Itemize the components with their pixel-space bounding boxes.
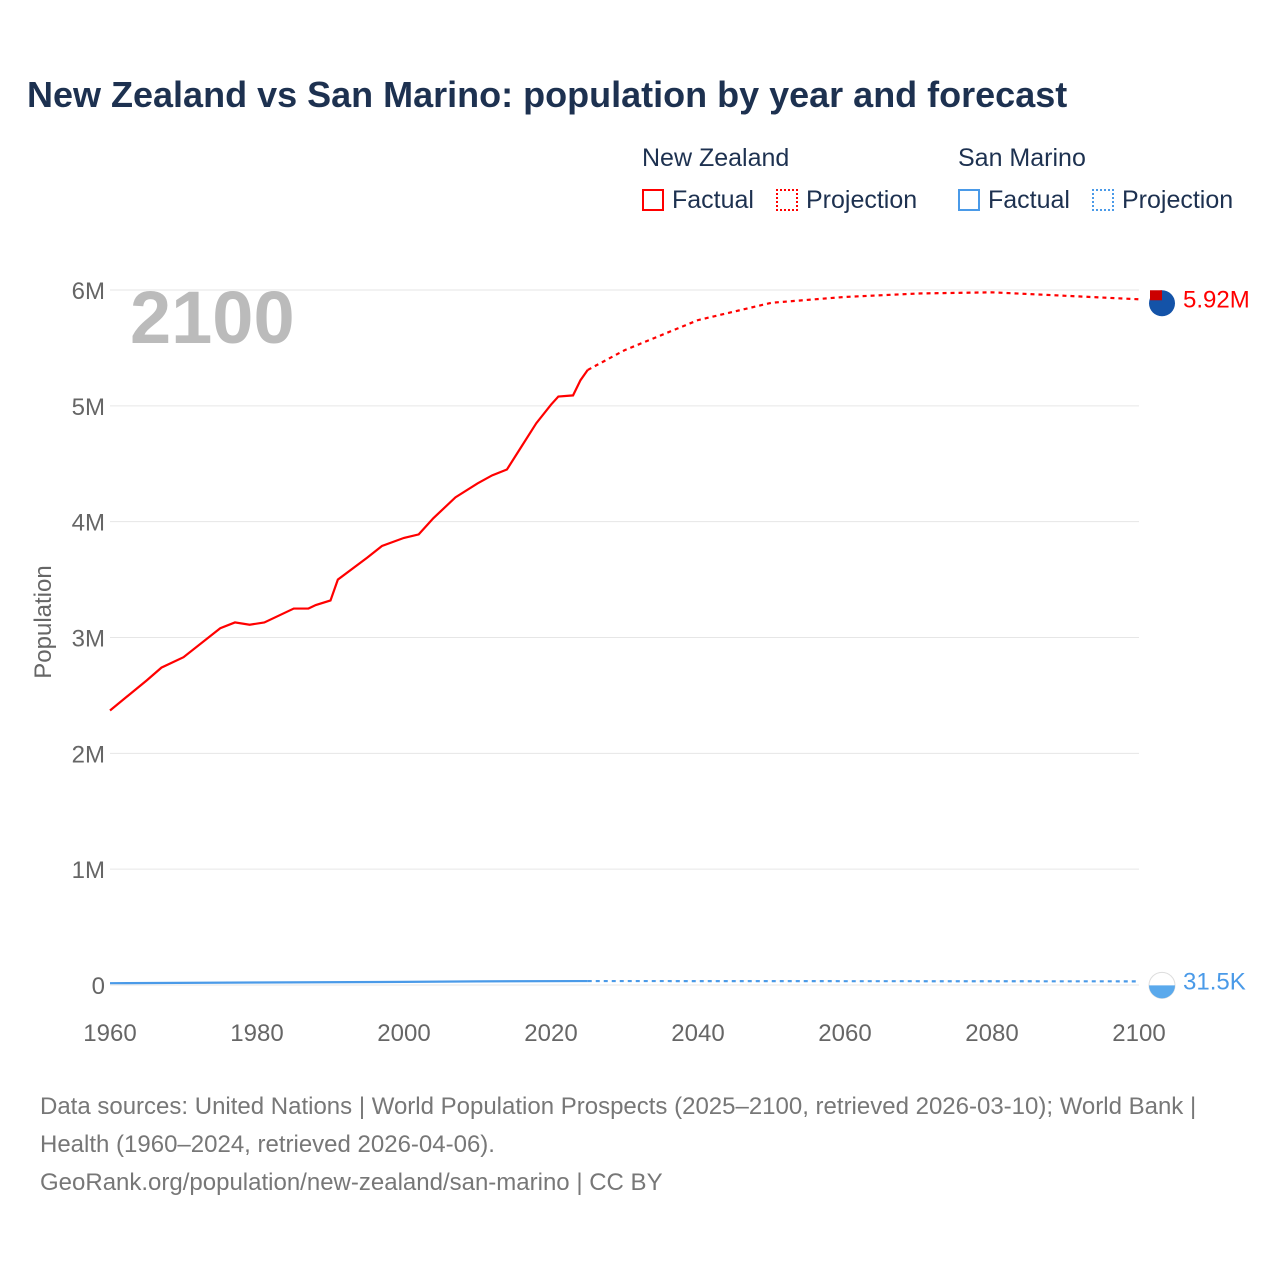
footer: Data sources: United Nations | World Pop… [40,1088,1240,1202]
legend-swatch [1092,189,1114,211]
legend-label: Factual [672,186,754,214]
y-tick-label: 1M [72,857,105,884]
legend-group-sm: San Marino [958,144,1086,172]
current-year-label: 2100 [130,276,295,359]
legend-nz-factual[interactable]: Factual [642,186,754,215]
legend-swatch [958,189,980,211]
source-link[interactable]: GeoRank.org/population/new-zealand/san-m… [40,1169,663,1196]
series-line-projection [587,291,1140,371]
x-tick-label: 2060 [818,1020,871,1047]
x-tick-label: 2020 [524,1020,577,1047]
data-sources: Data sources: United Nations | World Pop… [40,1093,1197,1158]
y-tick-label: 5M [72,394,105,421]
y-axis-label: Population [30,565,57,678]
legend-swatch [776,189,798,211]
flag-detail [1150,290,1162,301]
end-value-label: 5.92M [1183,286,1250,313]
legend-nz-projection[interactable]: Projection [776,186,917,215]
legend-label: Projection [806,186,918,214]
legend-label: Projection [1122,186,1234,214]
x-tick-label: 2100 [1112,1020,1165,1047]
y-tick-label: 0 [92,973,105,1000]
x-tick-label: 2000 [377,1020,430,1047]
legend-sm-projection[interactable]: Projection [1092,186,1233,215]
end-value-label: 31.5K [1183,968,1246,995]
y-tick-label: 2M [72,741,105,768]
legend-label: Factual [988,186,1070,214]
legend-swatch [642,189,664,211]
y-tick-label: 3M [72,626,105,653]
chart-title: New Zealand vs San Marino: population by… [27,74,1068,115]
y-tick-label: 6M [72,278,105,305]
series-line-factual [109,979,588,985]
series-line-factual [109,369,589,712]
legend-group-nz: New Zealand [642,144,790,172]
legend-sm-factual[interactable]: Factual [958,186,1070,215]
y-tick-label: 4M [72,510,105,537]
x-tick-label: 2040 [671,1020,724,1047]
flag-detail [1149,985,1175,999]
x-tick-label: 1980 [230,1020,283,1047]
x-tick-label: 2080 [965,1020,1018,1047]
x-tick-label: 1960 [83,1020,136,1047]
